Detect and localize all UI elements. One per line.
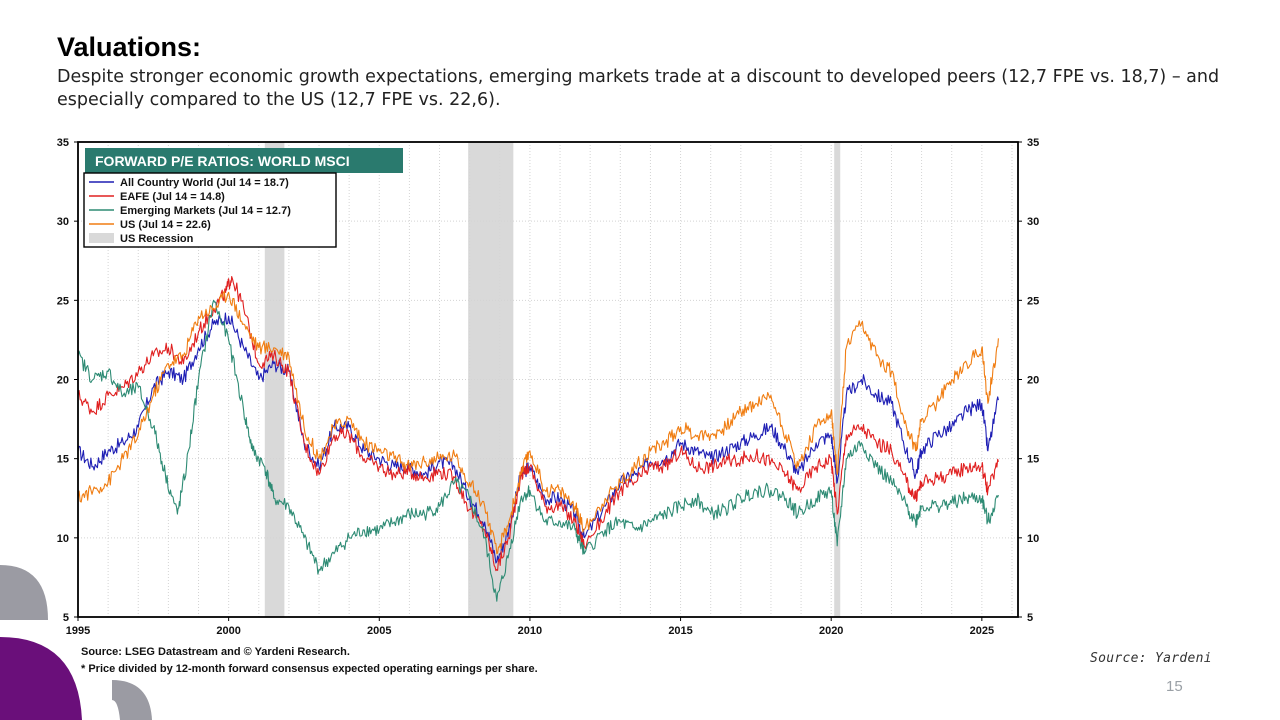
page-number: 15	[1166, 678, 1183, 695]
legend-label-0: All Country World (Jul 14 = 18.7)	[120, 177, 289, 189]
series-line-2	[77, 299, 999, 602]
y-tick-label-left-30: 30	[57, 216, 69, 228]
source-credit: Source: Yardeni	[1090, 651, 1212, 666]
legend-label-recession: US Recession	[120, 233, 194, 245]
legend-label-2: Emerging Markets (Jul 14 = 12.7)	[120, 205, 291, 217]
y-tick-label-left-5: 5	[63, 612, 69, 624]
x-tick-label-2005: 2005	[367, 625, 391, 637]
gray-arc-shape	[0, 565, 48, 620]
slide-title: Valuations:	[57, 32, 202, 62]
y-tick-label-left-10: 10	[57, 533, 69, 545]
y-tick-label-right-25: 25	[1027, 295, 1039, 307]
chart-title: FORWARD P/E RATIOS: WORLD MSCI	[95, 153, 350, 169]
series-line-3	[77, 291, 999, 555]
y-tick-label-right-30: 30	[1027, 216, 1039, 228]
series-line-1	[77, 276, 999, 572]
y-tick-label-left-35: 35	[57, 137, 69, 149]
chart-legend	[83, 172, 337, 248]
legend-label-1: EAFE (Jul 14 = 14.8)	[120, 191, 225, 203]
x-tick-label-1995: 1995	[66, 625, 90, 637]
slide-subtitle: Despite stronger economic growth expecta…	[57, 67, 1220, 110]
legend-label-3: US (Jul 14 = 22.6)	[120, 219, 211, 231]
y-tick-label-right-35: 35	[1027, 137, 1039, 149]
series-line-0	[77, 312, 999, 564]
x-tick-label-2025: 2025	[970, 625, 994, 637]
y-tick-label-right-5: 5	[1027, 612, 1033, 624]
gray-arc-shape-lower	[112, 680, 152, 720]
y-tick-label-left-25: 25	[57, 295, 69, 307]
x-tick-label-2010: 2010	[518, 625, 542, 637]
x-tick-label-2000: 2000	[216, 625, 240, 637]
x-tick-label-2020: 2020	[819, 625, 843, 637]
recession-band-0	[264, 142, 285, 617]
y-tick-label-right-20: 20	[1027, 375, 1039, 387]
chart-title-box	[85, 148, 403, 173]
x-tick-label-2015: 2015	[668, 625, 692, 637]
y-tick-label-left-20: 20	[57, 375, 69, 387]
chart-footnote-definition: * Price divided by 12-month forward cons…	[81, 663, 538, 675]
y-tick-label-right-15: 15	[1027, 454, 1039, 466]
y-tick-label-right-10: 10	[1027, 533, 1039, 545]
y-tick-label-left-15: 15	[57, 454, 69, 466]
chart-footnote-source: Source: LSEG Datastream and © Yardeni Re…	[81, 646, 350, 658]
legend-swatch-recession	[89, 233, 114, 243]
chart-container: 5 5 10 10 15 15 20 20 25 25 30 30 35 35 1995 2000 2005 20…	[48, 132, 1058, 680]
